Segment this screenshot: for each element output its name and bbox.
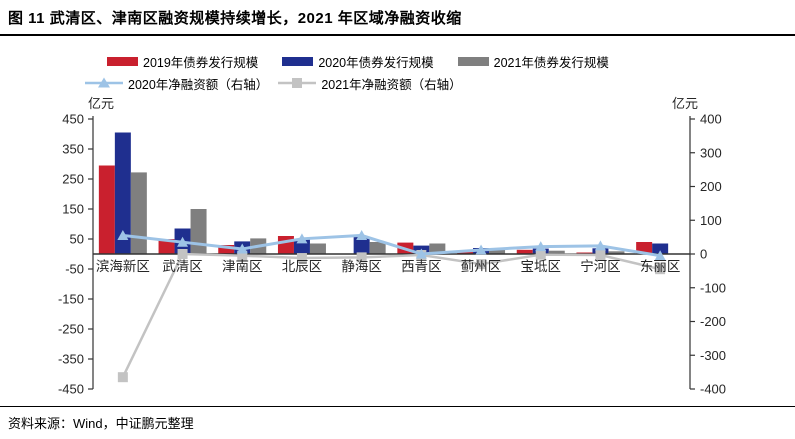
right-axis-tick: -100 — [700, 280, 726, 295]
legend-label: 2021年净融资额（右轴） — [321, 77, 462, 92]
chart-canvas: 450 350 250 150 50 -50 -150 -250 -350 -450 400 300 2… — [58, 96, 726, 397]
triangle-marker-icon — [117, 229, 129, 240]
right-axis-tick: -400 — [700, 382, 726, 397]
line-2021年净融资额（右轴） — [121, 252, 661, 378]
legend-item-4: 2021年净融资额（右轴） — [278, 74, 462, 93]
legend-item-2: 2021年债券发行规模 — [457, 52, 609, 71]
triangle-marker-icon — [415, 248, 427, 259]
line-2020年净融资额（右轴） — [122, 233, 661, 258]
left-axis-tick: -50 — [65, 262, 84, 277]
triangle-marker-icon — [98, 77, 110, 88]
legend-item-1: 2020年债券发行规模 — [282, 52, 434, 71]
x-axis-category: 宝坻区 — [521, 259, 562, 274]
x-axis-category: 东丽区 — [640, 259, 681, 274]
figure-title: 图 11 武清区、津南区融资规模持续增长，2021 年区域净融资收缩 — [0, 0, 795, 36]
source-note: 资料来源：Wind，中证鹏元整理 — [0, 406, 795, 438]
legend-label: 2020年净融资额（右轴） — [128, 77, 269, 92]
left-axis-tick: -450 — [58, 382, 84, 397]
bar-2021年债券发行规模-武清区 — [190, 209, 207, 254]
triangle-marker-icon — [296, 233, 308, 244]
legend-line-swatch — [278, 78, 317, 88]
bar-2021年债券发行规模-北辰区 — [309, 243, 326, 254]
triangle-marker-icon — [535, 241, 547, 252]
bar-2021年债券发行规模-西青区 — [429, 243, 446, 254]
left-axis-tick: 350 — [62, 142, 84, 157]
left-axis-tick: -350 — [58, 352, 84, 367]
square-marker-icon — [296, 253, 307, 264]
right-axis-tick: -300 — [700, 348, 726, 363]
bar-2020年债券发行规模-东丽区 — [652, 243, 669, 254]
legend-row-lines: 2020年净融资额（右轴） 2021年净融资额（右轴） — [85, 72, 795, 94]
right-axis-tick: 200 — [700, 179, 722, 194]
bar-2021年债券发行规模-滨海新区 — [130, 172, 147, 254]
legend-item-3: 2020年净融资额（右轴） — [85, 74, 268, 93]
right-axis-tick: 300 — [700, 145, 722, 160]
right-axis-tick: -200 — [700, 314, 726, 329]
right-axis-tick: 0 — [700, 247, 707, 262]
left-axis-tick: 50 — [70, 232, 84, 247]
triangle-marker-icon — [475, 244, 487, 255]
x-axis-category: 静海区 — [341, 259, 382, 274]
bar-2019年债券发行规模-津南区 — [218, 245, 235, 254]
left-axis-tick: 150 — [62, 202, 84, 217]
bar-2019年债券发行规模-宝坻区 — [516, 249, 533, 254]
square-marker-icon — [535, 249, 546, 260]
bar-2019年债券发行规模-武清区 — [158, 239, 175, 254]
right-axis-unit: 亿元 — [672, 96, 698, 111]
x-axis-category: 津南区 — [222, 259, 263, 274]
x-axis-category: 北辰区 — [282, 259, 323, 274]
square-marker-icon — [292, 78, 303, 88]
legend-bar-swatch — [107, 56, 138, 66]
triangle-marker-icon — [236, 243, 248, 254]
square-marker-icon — [655, 264, 666, 275]
legend-label: 2020年债券发行规模 — [318, 55, 434, 70]
legend-label: 2019年债券发行规模 — [143, 55, 259, 70]
bar-2019年债券发行规模-北辰区 — [277, 236, 294, 254]
left-axis-tick: -250 — [58, 322, 84, 337]
x-axis-category: 蓟州区 — [461, 259, 502, 274]
triangle-marker-icon — [594, 240, 606, 251]
legend-bar-swatch — [457, 56, 489, 66]
triangle-marker-icon — [356, 229, 368, 240]
square-marker-icon — [476, 259, 487, 270]
square-marker-icon — [117, 372, 128, 383]
legend-label: 2021年债券发行规模 — [493, 55, 609, 70]
square-marker-icon — [237, 250, 248, 261]
left-axis-tick: -150 — [58, 292, 84, 307]
bar-2020年债券发行规模-静海区 — [353, 236, 370, 254]
bar-2021年债券发行规模-宁河区 — [608, 251, 625, 254]
bar-2021年债券发行规模-宝坻区 — [548, 250, 565, 254]
legend-bar-swatch — [282, 56, 314, 66]
triangle-marker-icon — [654, 250, 666, 261]
right-axis-tick: 400 — [700, 112, 722, 127]
left-axis-tick: 450 — [62, 112, 84, 127]
x-axis-category: 西青区 — [401, 259, 442, 274]
bar-2019年债券发行规模-滨海新区 — [98, 165, 115, 254]
left-axis-tick: 250 — [62, 172, 84, 187]
x-axis-category: 宁河区 — [580, 258, 621, 274]
bar-2021年债券发行规模-蓟州区 — [489, 249, 506, 254]
x-axis-category: 滨海新区 — [96, 259, 150, 274]
triangle-marker-icon — [177, 236, 189, 247]
left-axis-unit: 亿元 — [88, 96, 114, 111]
chart-legend: 2019年债券发行规模 2020年债券发行规模 2021年债券发行规模 2020年净… — [85, 50, 795, 94]
right-axis-tick: 100 — [700, 213, 722, 228]
legend-row-bars: 2019年债券发行规模 2020年债券发行规模 2021年债券发行规模 — [85, 50, 795, 72]
x-axis-category: 武清区 — [162, 259, 203, 274]
square-marker-icon — [595, 250, 606, 261]
bar-2021年债券发行规模-静海区 — [369, 242, 386, 254]
legend-item-0: 2019年债券发行规模 — [107, 52, 258, 71]
bar-2020年债券发行规模-滨海新区 — [114, 132, 131, 254]
legend-line-swatch — [85, 77, 123, 88]
square-marker-icon — [177, 249, 188, 259]
square-marker-icon — [356, 252, 367, 263]
